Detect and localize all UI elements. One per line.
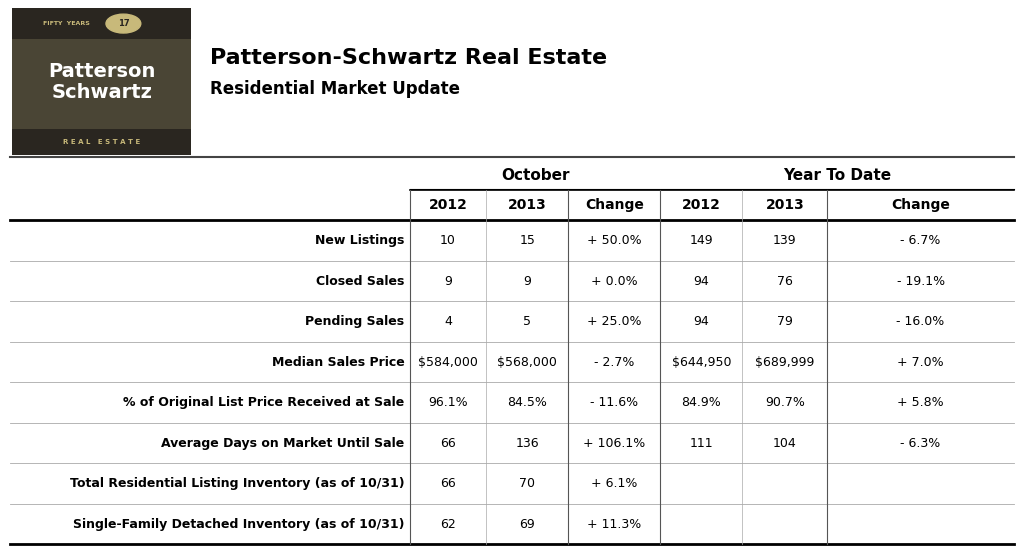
Text: 104: 104 [773, 437, 797, 450]
Text: 94: 94 [693, 315, 710, 328]
Text: 69: 69 [519, 518, 536, 531]
Text: 5: 5 [523, 315, 531, 328]
Text: 10: 10 [440, 234, 456, 247]
Text: - 19.1%: - 19.1% [897, 275, 944, 287]
Text: + 50.0%: + 50.0% [587, 234, 642, 247]
Text: 2012: 2012 [429, 198, 467, 213]
Text: $584,000: $584,000 [418, 356, 478, 369]
Text: + 25.0%: + 25.0% [587, 315, 642, 328]
Text: 15: 15 [519, 234, 536, 247]
Text: 79: 79 [777, 315, 793, 328]
Text: - 6.3%: - 6.3% [900, 437, 941, 450]
Text: 84.5%: 84.5% [508, 396, 547, 409]
Text: Total Residential Listing Inventory (as of 10/31): Total Residential Listing Inventory (as … [70, 477, 404, 490]
Text: + 11.3%: + 11.3% [588, 518, 641, 531]
Text: 70: 70 [519, 477, 536, 490]
Text: - 2.7%: - 2.7% [594, 356, 635, 369]
Text: $644,950: $644,950 [672, 356, 731, 369]
Text: 90.7%: 90.7% [765, 396, 805, 409]
Text: Closed Sales: Closed Sales [316, 275, 404, 287]
Text: 17: 17 [118, 19, 129, 28]
Text: 62: 62 [440, 518, 456, 531]
Text: + 7.0%: + 7.0% [897, 356, 944, 369]
Text: 2013: 2013 [766, 198, 804, 213]
Text: Residential Market Update: Residential Market Update [210, 80, 460, 98]
Text: 136: 136 [515, 437, 540, 450]
Text: Patterson-Schwartz Real Estate: Patterson-Schwartz Real Estate [210, 48, 607, 68]
Text: 4: 4 [444, 315, 452, 328]
Text: Patterson
Schwartz: Patterson Schwartz [48, 62, 156, 102]
Text: % of Original List Price Received at Sale: % of Original List Price Received at Sal… [123, 396, 404, 409]
Text: + 106.1%: + 106.1% [584, 437, 645, 450]
Text: 9: 9 [523, 275, 531, 287]
Text: 84.9%: 84.9% [682, 396, 721, 409]
Text: Year To Date: Year To Date [783, 168, 891, 184]
Text: 66: 66 [440, 437, 456, 450]
Text: 66: 66 [440, 477, 456, 490]
Text: Average Days on Market Until Sale: Average Days on Market Until Sale [161, 437, 404, 450]
Text: 149: 149 [689, 234, 714, 247]
Text: Change: Change [585, 198, 644, 213]
Text: 2012: 2012 [682, 198, 721, 213]
Text: Median Sales Price: Median Sales Price [271, 356, 404, 369]
Text: 139: 139 [773, 234, 797, 247]
Text: 76: 76 [777, 275, 793, 287]
Text: - 16.0%: - 16.0% [896, 315, 945, 328]
Text: 2013: 2013 [508, 198, 547, 213]
Text: New Listings: New Listings [315, 234, 404, 247]
Text: - 6.7%: - 6.7% [900, 234, 941, 247]
Text: 9: 9 [444, 275, 452, 287]
Text: Change: Change [891, 198, 950, 213]
Text: 94: 94 [693, 275, 710, 287]
Text: $568,000: $568,000 [498, 356, 557, 369]
Text: 111: 111 [689, 437, 714, 450]
Text: FIFTY  YEARS: FIFTY YEARS [43, 21, 89, 26]
Text: Single-Family Detached Inventory (as of 10/31): Single-Family Detached Inventory (as of … [73, 518, 404, 531]
Text: R E A L   E S T A T E: R E A L E S T A T E [63, 139, 140, 145]
Text: $689,999: $689,999 [756, 356, 814, 369]
Text: + 5.8%: + 5.8% [897, 396, 944, 409]
Text: + 0.0%: + 0.0% [591, 275, 638, 287]
Text: Pending Sales: Pending Sales [305, 315, 404, 328]
Text: October: October [501, 168, 569, 184]
Text: + 6.1%: + 6.1% [591, 477, 638, 490]
Text: - 11.6%: - 11.6% [591, 396, 638, 409]
Text: 96.1%: 96.1% [428, 396, 468, 409]
